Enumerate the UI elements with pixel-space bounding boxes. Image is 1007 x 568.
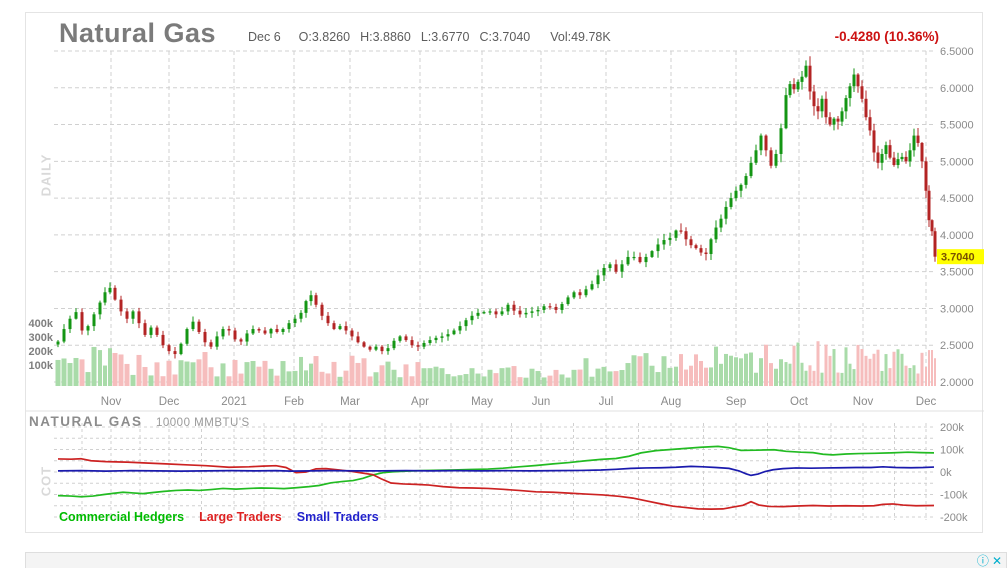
svg-text:Apr: Apr bbox=[411, 396, 429, 408]
svg-text:2021: 2021 bbox=[221, 396, 247, 408]
svg-text:100k: 100k bbox=[940, 445, 964, 457]
cot-line-large-traders bbox=[57, 457, 935, 510]
quote-date: Dec 6 bbox=[248, 30, 281, 44]
svg-text:5.5000: 5.5000 bbox=[940, 120, 974, 132]
ad-banner: ⓘ ✕ bbox=[25, 552, 1007, 568]
close-value: C:3.7040 bbox=[479, 30, 531, 44]
cot-legend: Commercial Hedgers Large Traders Small T… bbox=[59, 510, 379, 524]
chart-svg[interactable]: 6.5000 6.0000 5.5000 5.0000 4.5000 4.0000 3.50… bbox=[26, 13, 984, 534]
svg-text:Sep: Sep bbox=[726, 396, 746, 408]
volume-axis: 400k 300k 200k 100k bbox=[29, 318, 54, 372]
volume-bars bbox=[55, 341, 936, 386]
svg-text:3.5000: 3.5000 bbox=[940, 267, 974, 279]
page-title: Natural Gas bbox=[59, 18, 217, 48]
svg-text:Jul: Jul bbox=[599, 396, 614, 408]
price-grid: 6.5000 6.0000 5.5000 5.0000 4.5000 4.0000 3.50… bbox=[54, 46, 974, 389]
last-price-tag: 3.7040 bbox=[937, 249, 984, 265]
svg-text:-100k: -100k bbox=[940, 490, 968, 502]
svg-text:6.5000: 6.5000 bbox=[940, 46, 974, 58]
svg-text:200k: 200k bbox=[29, 346, 54, 358]
svg-text:May: May bbox=[471, 396, 493, 408]
cot-title: NATURAL GAS bbox=[29, 414, 143, 429]
ohlc-header: Dec 6 O:3.8260 H:3.8860 L:3.6770 C:3.704… bbox=[248, 30, 611, 44]
svg-text:Oct: Oct bbox=[790, 396, 809, 408]
svg-text:4.5000: 4.5000 bbox=[940, 193, 974, 205]
ad-close-icon[interactable]: ✕ bbox=[991, 554, 1002, 568]
cot-line-small-traders bbox=[57, 465, 935, 477]
svg-text:400k: 400k bbox=[29, 318, 54, 330]
legend-large-traders: Large Traders bbox=[199, 510, 282, 524]
candles-layer bbox=[56, 56, 937, 359]
svg-text:3.0000: 3.0000 bbox=[940, 303, 974, 315]
high-value: H:3.8860 bbox=[360, 30, 411, 44]
chart-panel: Natural Gas Dec 6 O:3.8260 H:3.8860 L:3.… bbox=[25, 12, 984, 534]
cot-subtitle: 10000 MMBTU'S bbox=[156, 417, 250, 429]
cot-series bbox=[57, 445, 935, 510]
svg-text:200k: 200k bbox=[940, 422, 964, 434]
svg-text:100k: 100k bbox=[29, 360, 54, 372]
legend-small-traders: Small Traders bbox=[296, 510, 379, 524]
svg-text:-200k: -200k bbox=[940, 512, 968, 524]
svg-text:Dec: Dec bbox=[159, 396, 180, 408]
svg-text:300k: 300k bbox=[29, 332, 54, 344]
cot-grid: 200k 100k 0k -100k -200k bbox=[54, 422, 968, 524]
svg-text:3.7040: 3.7040 bbox=[941, 252, 975, 264]
svg-text:Feb: Feb bbox=[284, 396, 304, 408]
open-value: O:3.8260 bbox=[298, 30, 351, 44]
legend-commercial-hedgers: Commercial Hedgers bbox=[59, 510, 185, 524]
svg-text:5.0000: 5.0000 bbox=[940, 156, 974, 168]
svg-text:Aug: Aug bbox=[661, 396, 681, 408]
svg-text:0k: 0k bbox=[940, 467, 952, 479]
svg-text:2.5000: 2.5000 bbox=[940, 340, 974, 352]
svg-text:Nov: Nov bbox=[853, 396, 874, 408]
svg-text:Mar: Mar bbox=[340, 396, 360, 408]
svg-text:Jun: Jun bbox=[532, 396, 551, 408]
svg-text:Nov: Nov bbox=[101, 396, 122, 408]
price-change-label: -0.4280 (10.36%) bbox=[834, 29, 939, 44]
svg-text:2.0000: 2.0000 bbox=[940, 377, 974, 389]
svg-text:4.0000: 4.0000 bbox=[940, 230, 974, 242]
svg-text:6.0000: 6.0000 bbox=[940, 83, 974, 95]
ad-info-icon[interactable]: ⓘ bbox=[976, 554, 989, 568]
volume-value: Vol:49.78K bbox=[550, 30, 611, 44]
svg-text:Dec: Dec bbox=[916, 396, 937, 408]
low-value: L:3.6770 bbox=[420, 30, 470, 44]
